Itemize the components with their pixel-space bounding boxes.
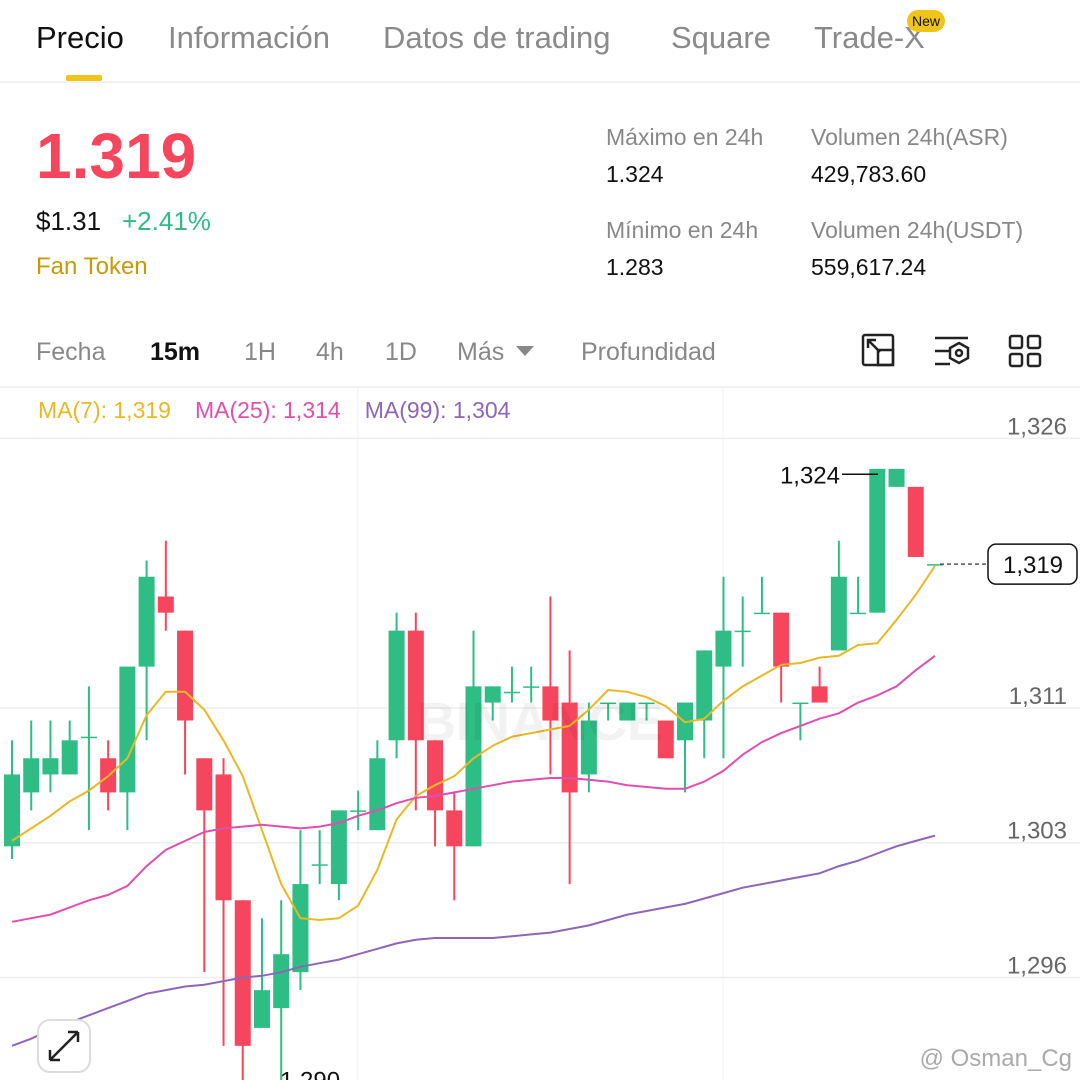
ma-line (11, 654, 936, 923)
candle-body (927, 564, 943, 566)
candle-body (311, 864, 328, 866)
expand-icon (48, 1030, 80, 1062)
candle-body (503, 691, 520, 694)
high-label: 1,324 (780, 462, 840, 489)
stat-value: 559,617.24 (811, 254, 926, 280)
candle-body (561, 702, 578, 793)
y-tick-label: 1,311 (1009, 683, 1067, 710)
toolbar-icons[interactable] (861, 333, 1042, 368)
candle-body (253, 990, 270, 1028)
y-tick-label: 1,326 (1007, 413, 1067, 440)
y-tick-label: 1,296 (1007, 953, 1067, 980)
interval[interactable]: Más (457, 338, 504, 366)
candle-body (196, 758, 213, 811)
candle-body (273, 954, 290, 1009)
candle-body (696, 650, 713, 721)
tab[interactable]: Información (168, 20, 330, 55)
candle-body (119, 666, 136, 793)
interval[interactable]: 1D (385, 338, 417, 366)
last-price-box (987, 543, 1078, 585)
candle-body (484, 686, 501, 703)
candle-body (157, 596, 174, 613)
legend-entry: MA(99): 1,304 (365, 397, 511, 423)
candle-body (80, 736, 97, 739)
candle-body (811, 686, 828, 703)
stat-label: Volumen 24h(USDT) (811, 217, 1023, 243)
candle-body (715, 630, 732, 667)
candle-body (446, 810, 463, 847)
candle-body (542, 686, 559, 721)
candle-body (907, 486, 924, 557)
chart-watermark: BINANCE (417, 692, 663, 752)
stat-value: 429,783.60 (811, 161, 926, 187)
fiat-price: $1.31 (36, 206, 101, 236)
candle-body (773, 612, 790, 667)
candle-body (657, 720, 674, 759)
dropdown-arrow (516, 346, 534, 356)
low-label: 1,290 (280, 1067, 340, 1080)
candle-body (600, 702, 617, 705)
interval[interactable]: Profundidad (581, 338, 716, 366)
stat-label: Mínimo en 24h (606, 217, 758, 243)
candle-body (427, 740, 444, 811)
interval[interactable]: Fecha (36, 338, 106, 366)
tab[interactable]: Datos de trading (383, 20, 610, 55)
candle-body (215, 774, 232, 901)
ma-line (11, 834, 936, 1047)
badge (907, 10, 945, 32)
candle-body (177, 630, 194, 721)
last-price: 1.319 (36, 120, 196, 192)
ma-line (11, 565, 936, 922)
candle-body (580, 720, 597, 775)
tab-indicator (66, 75, 102, 81)
badge-text: New (912, 13, 941, 29)
interval[interactable]: 1H (244, 338, 276, 366)
interval[interactable]: 4h (316, 338, 344, 366)
candle-body (792, 702, 809, 705)
candle-body (753, 612, 770, 615)
change: +2.41% (122, 206, 211, 236)
candle-body (292, 884, 309, 973)
candle-body (4, 774, 20, 847)
last-price-label: 1,319 (1003, 552, 1063, 579)
tab[interactable]: Precio (36, 20, 124, 55)
tag: Fan Token (36, 253, 148, 280)
legend-entry: MA(25): 1,314 (195, 397, 341, 423)
candle-body (734, 630, 751, 633)
chart: 1,326 1,311 1,303 1,296 (0, 413, 1080, 1080)
candle-body (350, 810, 367, 812)
candle-body (523, 686, 540, 688)
candle-body (407, 630, 424, 741)
interval[interactable]: 15m (150, 338, 200, 366)
watermark: @ Osman_Cg (920, 1045, 1072, 1072)
candle-body (869, 468, 886, 613)
stat-label: Volumen 24h(ASR) (811, 124, 1008, 150)
legend-entry: MA(7): 1,319 (38, 397, 171, 423)
candle-body (830, 576, 847, 651)
candle-body (619, 702, 636, 721)
candle-body (138, 576, 155, 667)
stat-label: Máximo en 24h (606, 124, 763, 150)
candle-body (61, 740, 78, 775)
candle-body (369, 758, 386, 831)
stat-value: 1.324 (606, 161, 664, 187)
candle-body (234, 900, 251, 1046)
stat-value: 1.283 (606, 254, 664, 280)
candle-body (888, 468, 905, 487)
tab[interactable]: Trade-X (814, 20, 925, 55)
candle-body (465, 686, 482, 847)
candle-body (330, 810, 347, 885)
candle-body (42, 758, 59, 775)
candle-body (850, 612, 867, 615)
candle-body (388, 630, 405, 741)
candle-body (638, 702, 655, 705)
y-tick-label: 1,303 (1007, 818, 1067, 845)
candle-body (23, 758, 40, 793)
tab[interactable]: Square (671, 20, 771, 55)
